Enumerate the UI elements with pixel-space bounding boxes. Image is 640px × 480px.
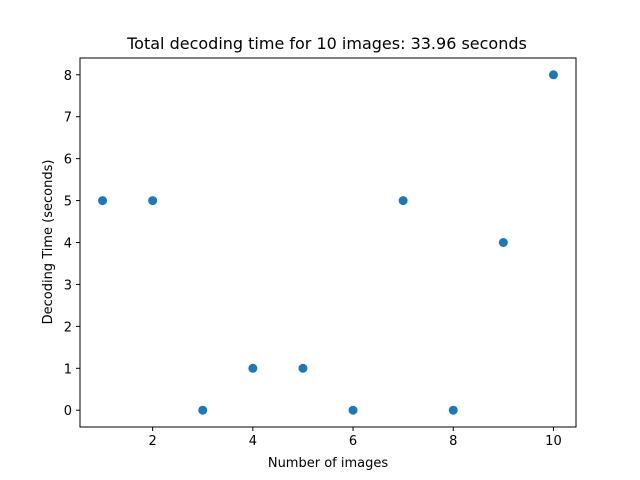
data-point	[298, 363, 308, 373]
y-tick-label: 0	[64, 404, 72, 419]
x-tick-label: 6	[349, 434, 357, 449]
data-series	[98, 70, 558, 415]
y-tick-label: 7	[64, 111, 72, 126]
y-tick-label: 4	[64, 237, 72, 252]
x-axis: 2 4 6 8 10	[149, 427, 562, 449]
x-axis-label: Number of images	[268, 456, 389, 471]
x-tick-label: 2	[149, 434, 157, 449]
data-point	[348, 405, 358, 415]
data-point	[98, 196, 108, 206]
data-point	[498, 238, 508, 247]
chart-title: Total decoding time for 10 images: 33.96…	[126, 34, 527, 53]
data-point	[198, 405, 208, 415]
data-point	[248, 363, 258, 373]
x-tick-label: 4	[249, 434, 257, 449]
data-point	[448, 405, 458, 415]
data-point	[148, 196, 158, 206]
y-axis-label: Decoding Time (seconds)	[41, 160, 56, 325]
y-tick-label: 5	[64, 195, 72, 210]
y-tick-label: 2	[64, 320, 72, 335]
x-tick-label: 10	[545, 434, 562, 449]
x-tick-label: 8	[449, 434, 457, 449]
y-tick-label: 3	[64, 278, 72, 293]
y-axis: 0 1 2 3 4 5 6 7 8	[64, 69, 80, 419]
data-point	[548, 70, 558, 80]
y-tick-label: 6	[64, 153, 72, 168]
y-tick-label: 8	[64, 69, 72, 84]
plot-area: 2 4 6 8 10 0 1 2 3 4 5 6 7 8	[64, 57, 577, 449]
data-point	[398, 196, 408, 206]
y-tick-label: 1	[64, 362, 72, 377]
